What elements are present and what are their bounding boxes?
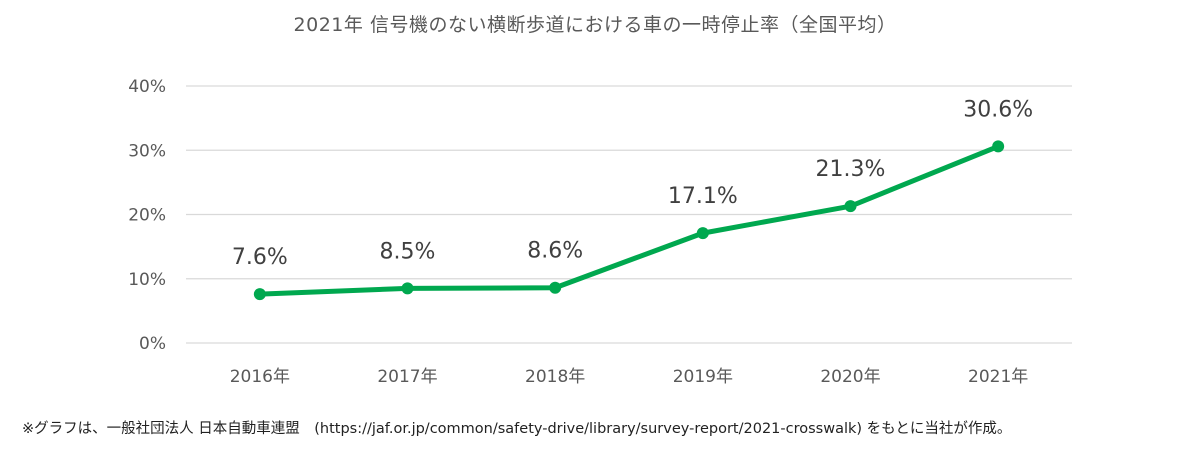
data-point: [401, 282, 414, 295]
y-tick-label: 10%: [128, 270, 166, 290]
y-tick-label: 0%: [139, 334, 166, 354]
x-tick-label: 2021年: [968, 367, 1028, 387]
chart-title: 2021年 信号機のない横断歩道における車の一時停止率（全国平均）: [293, 14, 897, 36]
data-point: [696, 227, 709, 240]
data-point: [549, 281, 562, 294]
data-label: 30.6%: [963, 97, 1033, 122]
x-tick-label: 2017年: [377, 367, 437, 387]
data-label: 7.6%: [232, 245, 288, 270]
data-point: [253, 288, 266, 301]
x-tick-label: 2016年: [230, 367, 290, 387]
data-label: 8.6%: [527, 239, 583, 264]
data-label: 17.1%: [668, 184, 738, 209]
series-line: [257, 143, 1001, 297]
y-tick-label: 40%: [128, 77, 166, 97]
x-tick-label: 2018年: [525, 367, 585, 387]
x-tick-label: 2019年: [673, 367, 733, 387]
data-point: [992, 140, 1005, 153]
x-tick-label: 2020年: [820, 367, 880, 387]
data-label: 8.5%: [380, 239, 436, 264]
y-tick-label: 20%: [128, 206, 166, 226]
data-label: 21.3%: [816, 157, 886, 182]
data-point: [844, 200, 857, 213]
source-footnote: ※グラフは、一般社団法人 日本自動車連盟 (https://jaf.or.jp/…: [22, 421, 1012, 437]
y-tick-label: 30%: [128, 141, 166, 161]
